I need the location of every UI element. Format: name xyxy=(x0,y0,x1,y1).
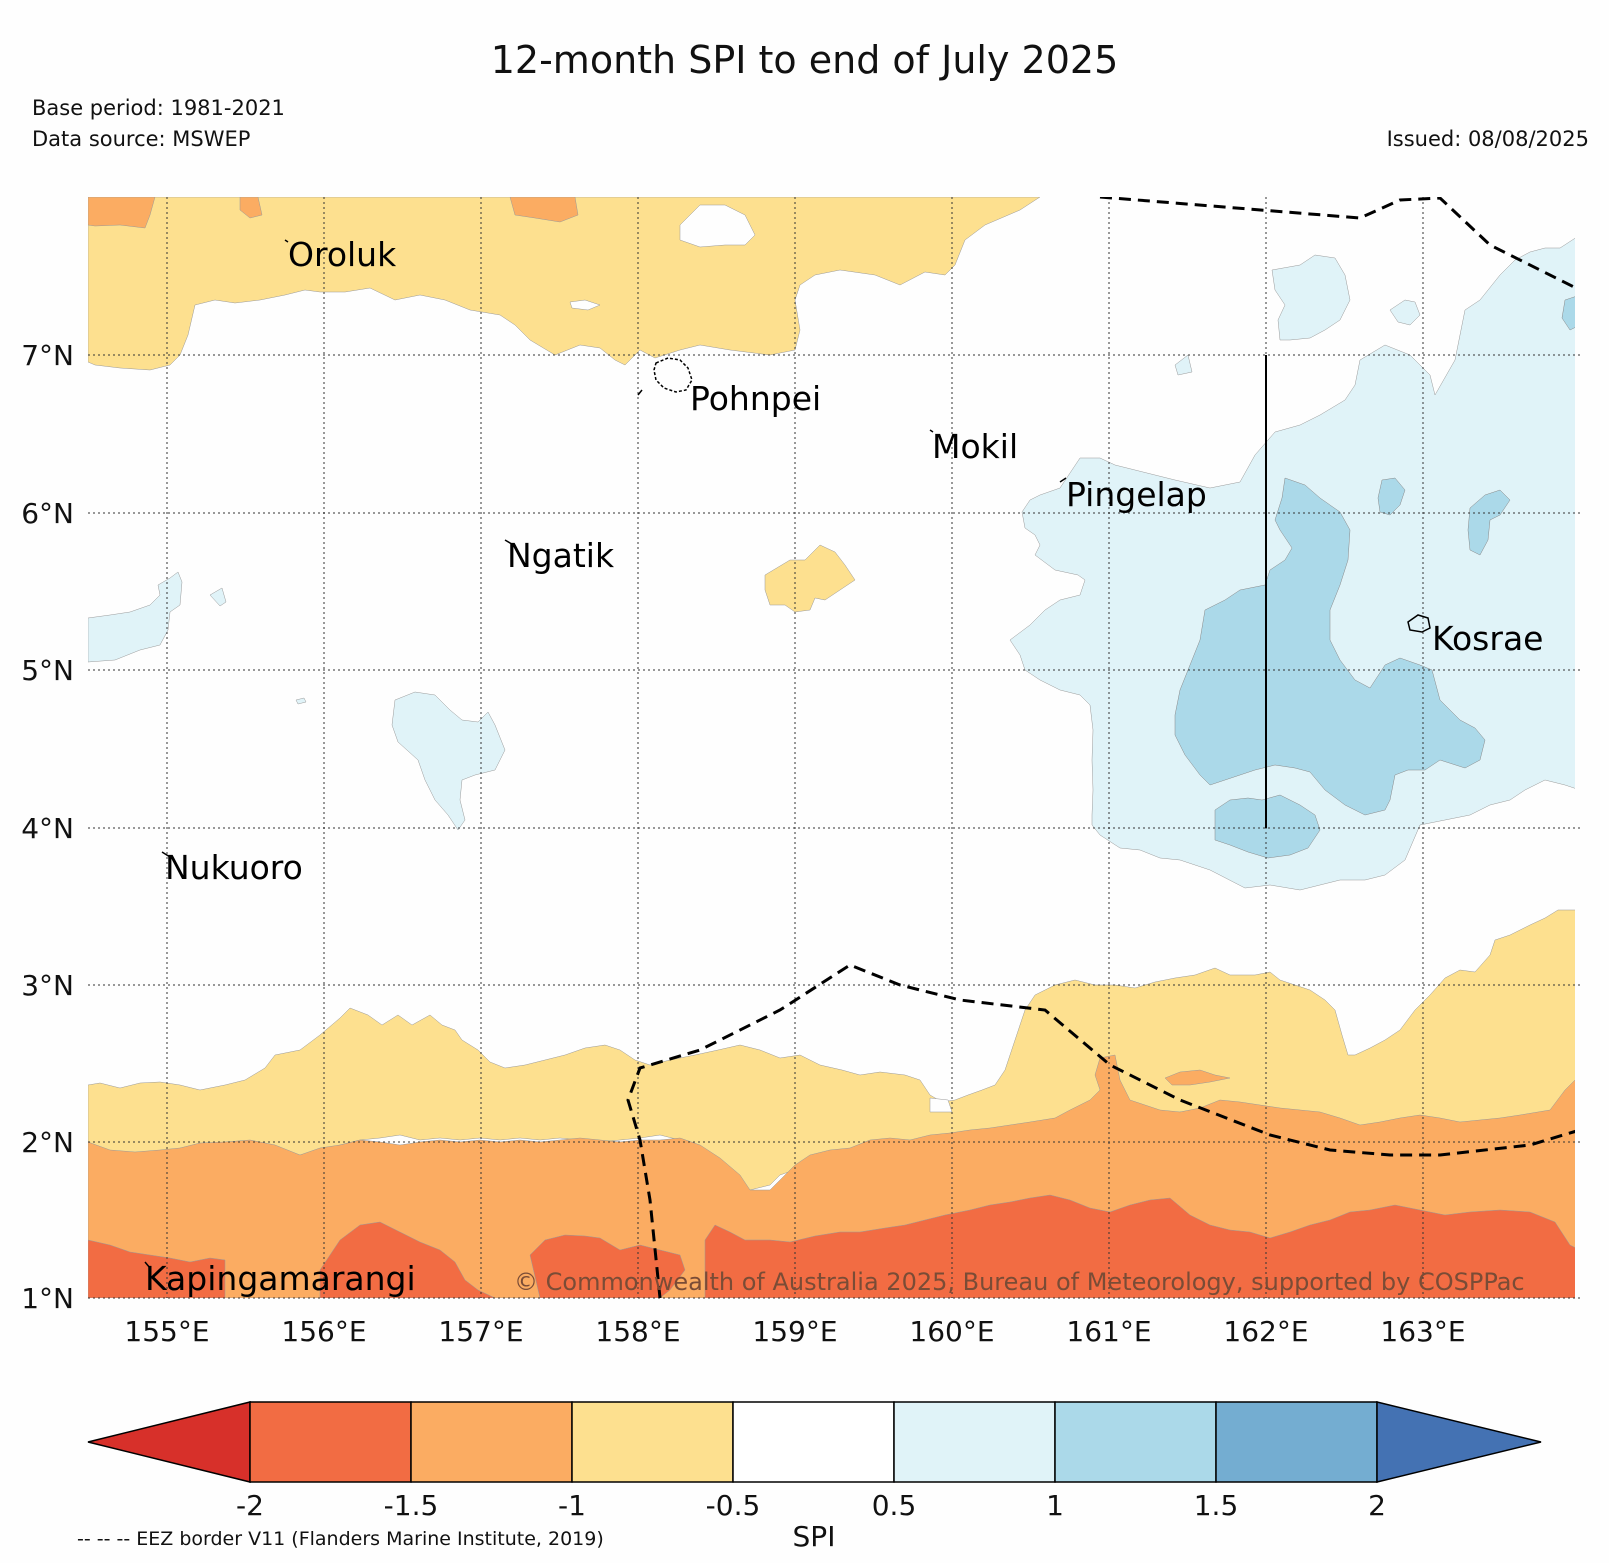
nukuoro-island-mark xyxy=(161,851,171,858)
spi-region-wet-tiny-center xyxy=(295,697,307,705)
place-label-kosrae: Kosrae xyxy=(1432,619,1543,658)
spi-region-wet-patch-2 xyxy=(1389,299,1421,326)
mokil-island-mark xyxy=(929,429,934,433)
spi-region-hole-north-small xyxy=(569,299,601,311)
colorbar-tick-label: 1.5 xyxy=(1194,1489,1239,1522)
colorbar-bin xyxy=(1215,1401,1378,1483)
place-label-ngatik: Ngatik xyxy=(507,536,615,575)
base-period-label: Base period: 1981-2021 xyxy=(32,96,285,120)
lon-tick-label: 159°E xyxy=(752,1315,837,1348)
data-source-label: Data source: MSWEP xyxy=(32,127,251,151)
lat-tick-label: 4°N xyxy=(21,812,74,845)
spi-region-wet-west xyxy=(88,571,183,663)
spi-region-dry-patch xyxy=(764,544,856,613)
kapingamarangi-island-mark xyxy=(144,1261,151,1269)
spi-region-moddry-patch-1 xyxy=(1164,1069,1231,1086)
colorbar-extend-high xyxy=(1376,1401,1542,1483)
map-title: 12-month SPI to end of July 2025 xyxy=(490,38,1119,82)
graticule xyxy=(88,197,1580,1299)
place-label-nukuoro: Nukuoro xyxy=(165,848,303,887)
spi-region-wet-core-south xyxy=(1214,794,1321,859)
spi-region-wet-core-ne-3 xyxy=(1561,296,1575,331)
spi-contour-layer xyxy=(88,197,1575,1298)
colorbar-tick-label: -0.5 xyxy=(706,1489,761,1522)
spi-colorbar xyxy=(87,1401,1542,1483)
colorbar-bin xyxy=(571,1401,734,1483)
lon-tick-label: 162°E xyxy=(1223,1315,1308,1348)
spi-region-moddry-north-3 xyxy=(509,197,579,223)
ngatik-island-mark xyxy=(504,539,516,547)
eez-legend-note: -- -- -- EEZ border V11 (Flanders Marine… xyxy=(77,1528,604,1550)
spi-region-moddry-north-2 xyxy=(239,197,263,219)
spi-region-severe-south-2 xyxy=(319,1221,496,1298)
colorbar-bin xyxy=(732,1401,895,1483)
colorbar-tick-label: -1 xyxy=(558,1489,586,1522)
copyright-notice: © Commonwealth of Australia 2025, Bureau… xyxy=(514,1268,1525,1296)
lon-tick-label: 155°E xyxy=(124,1315,209,1348)
place-label-pingelap: Pingelap xyxy=(1066,475,1207,514)
colorbar-bin xyxy=(1054,1401,1217,1483)
colorbar-ticks: -2 -1.5 -1 -0.5 0.5 1 1.5 2 xyxy=(236,1489,1386,1522)
colorbar-extend-low xyxy=(87,1401,251,1483)
oroluk-island-mark xyxy=(284,239,289,243)
spi-region-dry-north xyxy=(88,197,1041,371)
spi-region-moddry-north-1 xyxy=(88,197,156,229)
place-label-kapingamarangi: Kapingamarangi xyxy=(145,1259,416,1298)
lat-axis: 7°N 6°N 5°N 4°N 3°N 2°N 1°N xyxy=(21,339,74,1315)
colorbar-bin xyxy=(893,1401,1056,1483)
colorbar-tick-label: -2 xyxy=(236,1489,264,1522)
issued-date-label: Issued: 08/08/2025 xyxy=(1386,127,1589,151)
pohnpei-island-outline xyxy=(653,357,693,393)
spi-region-wet-west-tiny xyxy=(209,587,227,607)
eez-border xyxy=(626,197,1575,1298)
lat-tick-label: 2°N xyxy=(21,1126,74,1159)
colorbar-tick-label: 2 xyxy=(1368,1489,1386,1522)
pohnpei-outlier-mark xyxy=(637,389,643,396)
colorbar-tick-label: 0.5 xyxy=(872,1489,917,1522)
colorbar-bin xyxy=(249,1401,412,1483)
spi-region-wet-core-ne-2 xyxy=(1467,489,1511,556)
pingelap-island-mark xyxy=(1059,477,1067,483)
lon-tick-label: 157°E xyxy=(438,1315,523,1348)
lon-tick-label: 161°E xyxy=(1066,1315,1151,1348)
lat-tick-label: 3°N xyxy=(21,969,74,1002)
spi-region-wet-core xyxy=(1174,477,1486,816)
spi-region-severe-south-4 xyxy=(704,1194,1575,1298)
spi-region-dry-south xyxy=(88,909,1575,1191)
place-label-mokil: Mokil xyxy=(932,427,1018,466)
spi-region-severe-south-3 xyxy=(529,1234,686,1298)
lon-tick-label: 160°E xyxy=(909,1315,994,1348)
lat-tick-label: 7°N xyxy=(21,339,74,372)
spi-region-wet-core-ne-1 xyxy=(1377,477,1406,516)
lon-axis: 155°E 156°E 157°E 158°E 159°E 160°E 161°… xyxy=(124,1315,1465,1348)
place-label-oroluk: Oroluk xyxy=(288,235,397,274)
spi-region-wet-patch-3 xyxy=(1174,354,1193,376)
spi-region-wet-mid xyxy=(391,691,506,831)
spi-region-wet-patch-1 xyxy=(1271,254,1351,341)
colorbar-tick-label: -1.5 xyxy=(384,1489,439,1522)
islands xyxy=(144,239,1431,1269)
spi-region-severe-south xyxy=(88,1239,226,1298)
lon-tick-label: 158°E xyxy=(595,1315,680,1348)
lat-tick-label: 5°N xyxy=(21,654,74,687)
lat-tick-label: 6°N xyxy=(21,497,74,530)
spi-region-hole-north xyxy=(679,204,756,248)
lon-tick-label: 163°E xyxy=(1380,1315,1465,1348)
place-label-pohnpei: Pohnpei xyxy=(690,379,821,418)
lat-tick-label: 1°N xyxy=(21,1282,74,1315)
colorbar-bin xyxy=(410,1401,573,1483)
colorbar-tick-label: 1 xyxy=(1046,1489,1064,1522)
kosrae-island-outline xyxy=(1407,614,1431,633)
colorbar-title: SPI xyxy=(793,1520,836,1553)
lon-tick-label: 156°E xyxy=(281,1315,366,1348)
